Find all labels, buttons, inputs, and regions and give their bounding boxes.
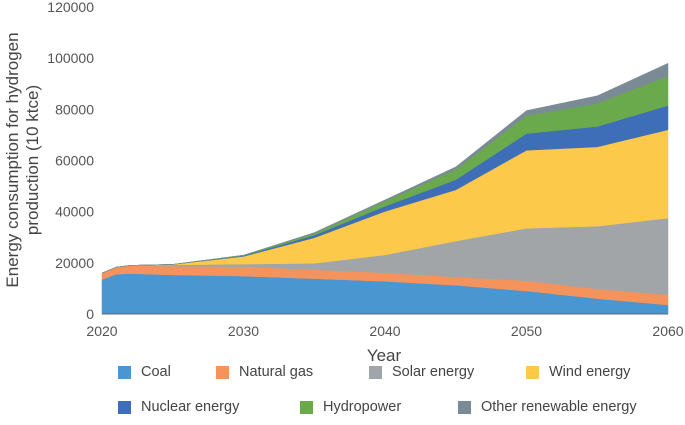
legend-label: Wind energy [549,364,631,380]
x-tick-label: 2030 [228,323,259,339]
y-axis-title: Energy consumption for hydrogenproductio… [3,32,42,287]
legend-label: Solar energy [392,364,475,380]
legend-swatch [216,365,229,379]
y-tick-label: 100000 [47,50,94,66]
x-tick-label: 2040 [369,323,400,339]
legend-item-natural-gas: Natural gas [216,364,313,380]
area-other-renewable-energy [101,62,669,274]
y-tick-label: 120000 [47,0,94,15]
y-tick-label: 0 [86,306,94,322]
x-tick-labels: 2020 2030 2040 2050 2060 [86,323,683,339]
legend-item-hydropower: Hydropower [300,399,401,415]
legend: Coal Natural gas Solar energy Wind energy Nu… [0,362,685,425]
legend-item-coal: Coal [118,364,171,380]
y-tick-label: 60000 [55,153,94,169]
legend-item-nuclear-energy: Nuclear energy [118,399,239,415]
legend-label: Natural gas [239,364,314,380]
legend-item-other-renewable-energy: Other renewable energy [458,399,637,415]
y-tick-label: 40000 [55,204,94,220]
x-tick-label: 2050 [511,323,542,339]
legend-swatch [458,400,471,414]
y-tick-label: 80000 [55,101,94,117]
x-tick-label: 2020 [86,323,117,339]
legend-item-wind-energy: Wind energy [526,364,630,380]
x-tick-label: 2060 [652,323,683,339]
legend-item-solar-energy: Solar energy [369,364,474,380]
legend-swatch [118,365,131,379]
legend-swatch [369,365,382,379]
stacked-areas [101,62,669,315]
area-chart: 2020 2030 2040 2050 2060 0 20000 40000 60000 800… [3,0,684,362]
x-axis-title: Year [367,346,402,362]
y-tick-labels: 0 20000 40000 60000 80000 100000 120000 [47,0,94,322]
y-tick-label: 20000 [55,255,94,271]
legend-label: Other renewable energy [481,399,637,415]
legend-label: Nuclear energy [141,399,240,415]
legend-swatch [526,365,539,379]
legend-label: Hydropower [323,399,402,415]
legend-swatch [300,400,313,414]
legend-label: Coal [141,364,171,380]
legend-swatch [118,400,131,414]
